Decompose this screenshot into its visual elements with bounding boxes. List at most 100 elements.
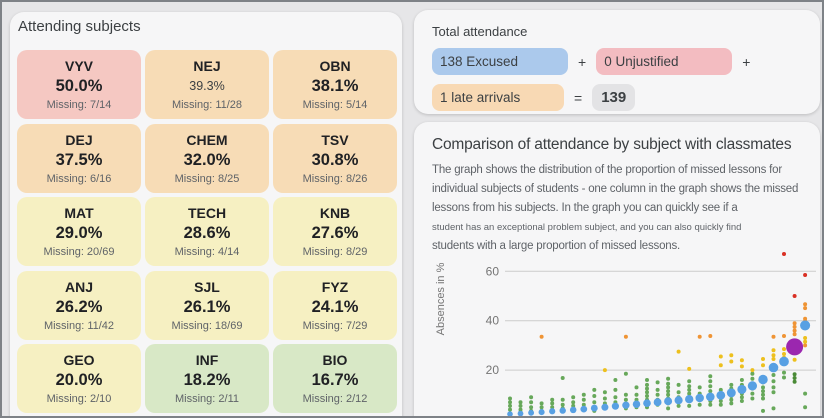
comparison-description: The graph shows the distribution of the … bbox=[432, 161, 820, 256]
subject-dot bbox=[771, 373, 776, 377]
attendance-distribution-chart: 20 40 60 Absences in % bbox=[435, 252, 816, 416]
subject-name: CHEM bbox=[186, 131, 228, 148]
subject-dot bbox=[718, 354, 723, 359]
subject-dot bbox=[645, 378, 649, 382]
subject-card[interactable]: GEO 20.0% Missing: 2/10 bbox=[17, 344, 141, 413]
subject-dot bbox=[771, 357, 776, 361]
subject-name: SJL bbox=[194, 278, 220, 295]
subject-missing: Missing: 7/14 bbox=[46, 99, 112, 111]
subject-dot bbox=[550, 397, 555, 402]
subject-percent: 16.7% bbox=[311, 371, 359, 389]
student-mean-dot bbox=[632, 400, 641, 408]
student-mean-dot bbox=[549, 408, 556, 415]
subject-percent: 38.1% bbox=[311, 77, 359, 95]
subject-dot bbox=[792, 321, 797, 326]
subject-dot bbox=[718, 387, 723, 392]
subject-dot bbox=[792, 376, 797, 380]
subject-dot bbox=[613, 387, 618, 392]
subject-dot bbox=[560, 397, 565, 402]
subject-dot bbox=[782, 334, 786, 338]
subject-dot bbox=[771, 379, 776, 384]
student-mean-dot bbox=[601, 403, 609, 411]
subject-dot bbox=[602, 368, 607, 373]
student-mean-dot bbox=[622, 401, 630, 409]
subject-dot bbox=[697, 334, 702, 339]
student-mean-dot bbox=[664, 397, 673, 406]
subject-dot bbox=[571, 400, 576, 405]
subject-dot bbox=[676, 403, 681, 408]
subject-dot bbox=[750, 368, 755, 373]
subject-card[interactable]: OBN 38.1% Missing: 5/14 bbox=[273, 50, 397, 119]
student-mean-dot bbox=[528, 409, 535, 416]
subject-card[interactable]: ANJ 26.2% Missing: 11/42 bbox=[17, 270, 141, 340]
subject-percent: 26.2% bbox=[55, 297, 103, 316]
subject-dot bbox=[518, 403, 523, 408]
total-attendance-title: Total attendance bbox=[432, 24, 528, 39]
subject-dot bbox=[803, 273, 808, 277]
subject-missing: Missing: 2/11 bbox=[175, 393, 239, 405]
subject-dot bbox=[761, 389, 765, 394]
subject-dot bbox=[666, 389, 671, 394]
subject-card[interactable]: NEJ 39.3% Missing: 11/28 bbox=[145, 50, 269, 119]
subject-dot bbox=[602, 390, 607, 395]
subject-dot bbox=[739, 399, 744, 403]
subject-dot bbox=[645, 390, 649, 395]
comparison-title: Comparison of attendance by subject with… bbox=[432, 136, 792, 153]
subject-dot bbox=[676, 349, 681, 354]
subject-missing: Missing: 8/25 bbox=[174, 172, 240, 185]
subject-dot bbox=[771, 353, 776, 358]
subject-dot bbox=[803, 302, 808, 307]
student-mean-dot bbox=[611, 402, 619, 410]
subject-dot bbox=[666, 406, 671, 411]
subject-dot bbox=[771, 348, 776, 353]
subject-percent: 28.6% bbox=[183, 224, 231, 242]
subject-dot bbox=[792, 379, 797, 384]
subject-dot bbox=[718, 402, 723, 407]
student-mean-dot bbox=[517, 410, 524, 416]
subject-percent: 20.0% bbox=[55, 371, 103, 389]
subject-dot bbox=[782, 252, 786, 256]
subject-card[interactable]: KNB 27.6% Missing: 8/29 bbox=[273, 197, 397, 266]
subject-name: FYZ bbox=[321, 278, 349, 295]
subject-dot bbox=[803, 336, 808, 340]
subject-dot bbox=[792, 328, 797, 333]
student-mean-dot bbox=[653, 398, 662, 407]
subject-dot bbox=[560, 402, 565, 407]
subject-name: BIO bbox=[322, 352, 348, 368]
subject-card[interactable]: MAT 29.0% Missing: 20/69 bbox=[17, 197, 141, 266]
subject-dot bbox=[761, 357, 765, 361]
subject-card[interactable]: FYZ 24.1% Missing: 7/29 bbox=[273, 270, 397, 340]
subject-card[interactable]: INF 18.2% Missing: 2/11 bbox=[145, 344, 269, 413]
subject-dot bbox=[581, 397, 586, 402]
subject-dot bbox=[581, 392, 586, 397]
comparison-panel: Comparison of attendance by subject with… bbox=[414, 122, 820, 416]
subject-card[interactable]: TECH 28.6% Missing: 4/14 bbox=[145, 197, 269, 266]
subject-card[interactable]: BIO 16.7% Missing: 2/12 bbox=[273, 344, 397, 413]
subject-missing: Missing: 11/28 bbox=[171, 99, 243, 111]
subject-dot bbox=[761, 385, 765, 390]
subject-name: MAT bbox=[64, 205, 94, 221]
subject-card[interactable]: VYV 50.0% Missing: 7/14 bbox=[17, 50, 141, 119]
total-absences-value: 139 bbox=[592, 84, 636, 111]
subject-card[interactable]: CHEM 32.0% Missing: 8/25 bbox=[145, 123, 269, 193]
subject-dot bbox=[655, 392, 660, 397]
attendance-formula-row-2: 1 late arrivals = 139 bbox=[432, 84, 820, 111]
subject-dot bbox=[613, 395, 618, 400]
description-line: individual subjects of students - one co… bbox=[432, 183, 799, 195]
subject-missing: Missing: 2/10 bbox=[46, 393, 112, 405]
student-mean-dot bbox=[695, 393, 704, 403]
late-arrivals-badge: 1 late arrivals bbox=[432, 84, 564, 111]
subject-card[interactable]: SJL 26.1% Missing: 18/69 bbox=[145, 270, 269, 340]
subject-dot bbox=[539, 334, 544, 339]
subject-percent: 30.8% bbox=[311, 150, 359, 169]
subject-dot bbox=[803, 391, 808, 396]
subject-dot bbox=[592, 387, 597, 392]
subject-card[interactable]: TSV 30.8% Missing: 8/26 bbox=[273, 123, 397, 193]
subject-card[interactable]: DEJ 37.5% Missing: 6/16 bbox=[17, 123, 141, 193]
subject-dot bbox=[666, 392, 671, 397]
subject-dot bbox=[581, 402, 586, 407]
subject-dot bbox=[687, 387, 692, 392]
subject-dot bbox=[508, 407, 512, 412]
subject-percent: 18.2% bbox=[183, 371, 231, 389]
